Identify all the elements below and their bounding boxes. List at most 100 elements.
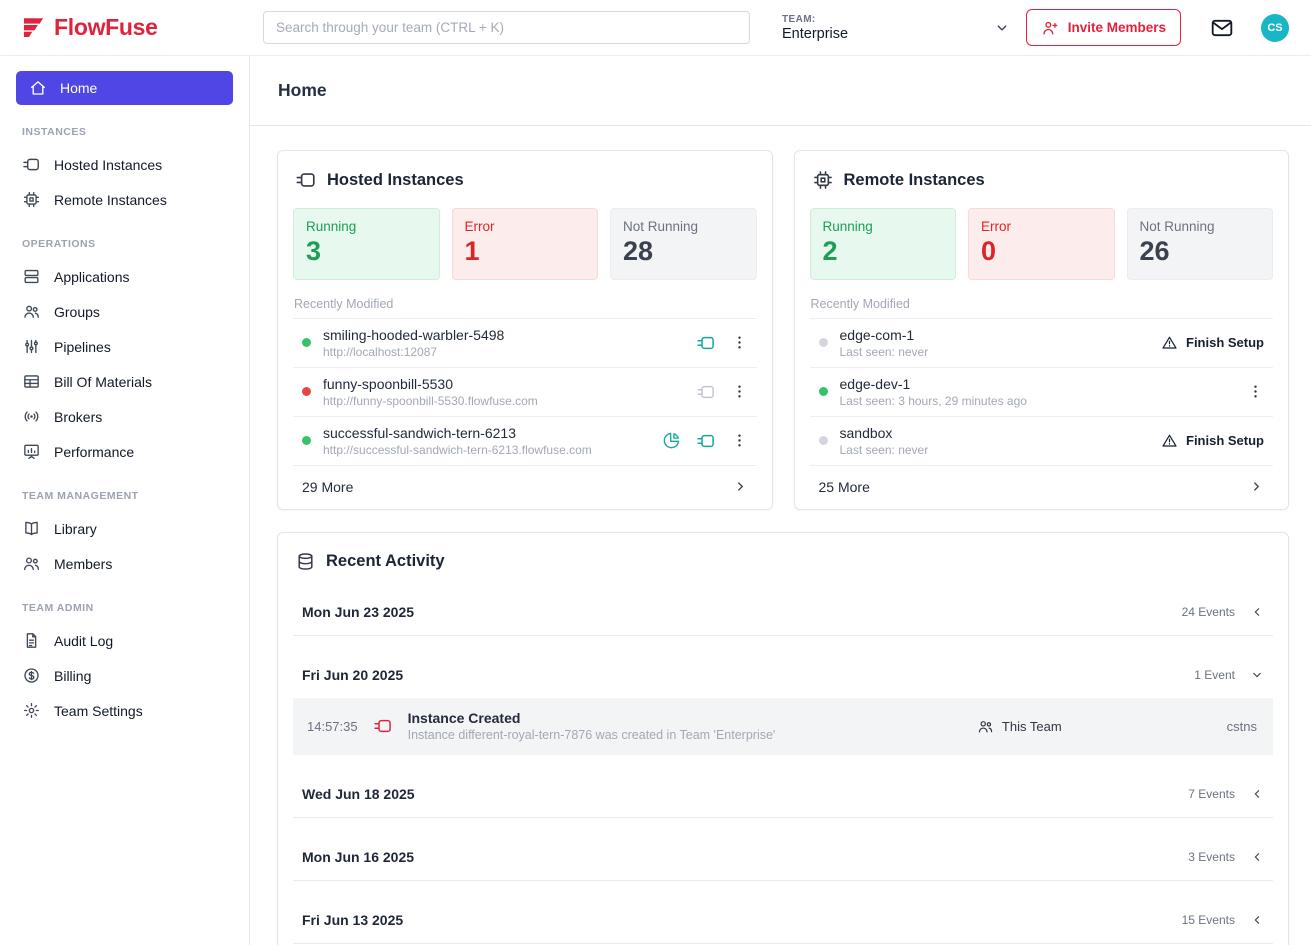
instance-row[interactable]: funny-spoonbill-5530 http://funny-spoonb…	[293, 368, 757, 417]
instance-url: http://successful-sandwich-tern-6213.flo…	[323, 442, 592, 457]
chevron-left-icon	[1250, 913, 1264, 927]
flowfuse-logo-text: FlowFuse	[54, 14, 158, 40]
instance-name: edge-com-1	[839, 326, 915, 343]
sidebar-item-library[interactable]: Library	[0, 511, 249, 546]
hosted-card-header: Hosted Instances	[295, 169, 755, 191]
activity-group-meta: 15 Events	[1182, 913, 1264, 927]
flowfuse-logo-icon	[23, 18, 44, 37]
remote-instances-list: edge-com-1 Last seen: never Finish Setup…	[809, 317, 1273, 466]
activity-group: Fri Jun 13 2025 15 Events	[293, 897, 1273, 944]
more-label: 29 More	[302, 478, 354, 495]
remote-stat-error[interactable]: Error 0	[968, 208, 1115, 280]
home-icon	[29, 79, 47, 97]
activity-group: Mon Jun 16 2025 3 Events	[293, 834, 1273, 881]
sidebar-section-instances: INSTANCES	[22, 126, 87, 138]
sidebar-item-label: Applications	[54, 268, 130, 285]
team-name: Enterprise	[782, 25, 849, 42]
applications-icon	[22, 267, 41, 286]
sidebar-item-label: Billing	[54, 667, 92, 684]
stat-label: Running	[306, 219, 357, 234]
team-search-input[interactable]	[263, 11, 750, 44]
status-dot-running	[302, 338, 311, 348]
activity-group-header[interactable]: Fri Jun 13 2025 15 Events	[293, 897, 1273, 944]
activity-group-header[interactable]: Mon Jun 16 2025 3 Events	[293, 834, 1273, 881]
instance-row[interactable]: edge-com-1 Last seen: never Finish Setup	[809, 319, 1273, 368]
remote-stat-running[interactable]: Running 2	[809, 208, 956, 280]
card-title: Remote Instances	[843, 170, 985, 189]
open-dashboard-icon[interactable]	[662, 431, 681, 450]
sidebar-item-team-settings[interactable]: Team Settings	[0, 693, 249, 728]
database-icon	[295, 551, 316, 572]
hosted-stat-running[interactable]: Running 3	[293, 208, 440, 280]
activity-event-count: 15 Events	[1181, 912, 1235, 927]
hosted-stat-error[interactable]: Error 1	[451, 208, 598, 280]
instance-created-icon	[373, 716, 393, 736]
status-dot-not-running	[818, 338, 828, 348]
open-editor-icon[interactable]	[696, 333, 716, 353]
sidebar-item-members[interactable]: Members	[0, 546, 249, 581]
event-description: Instance different-royal-tern-7876 was c…	[407, 728, 776, 743]
sidebar-item-audit-log[interactable]: Audit Log	[0, 623, 249, 658]
activity-group-header[interactable]: Wed Jun 18 2025 7 Events	[293, 771, 1273, 818]
instance-last-seen: Last seen: never	[839, 344, 929, 359]
recently-modified-label: Recently Modified	[294, 296, 394, 311]
status-dot-error	[302, 387, 311, 397]
sidebar-item-label: Hosted Instances	[54, 156, 163, 173]
event-time: 14:57:35	[307, 718, 358, 734]
sidebar-item-performance[interactable]: Performance	[0, 434, 249, 469]
kebab-menu-icon[interactable]	[731, 334, 748, 351]
instance-info: successful-sandwich-tern-6213 http://suc…	[323, 425, 650, 457]
avatar[interactable]: CS	[1261, 13, 1289, 42]
activity-group-header[interactable]: Mon Jun 23 2025 24 Events	[293, 589, 1273, 636]
hosted-instances-icon	[22, 155, 41, 174]
instance-url: http://localhost:12087	[323, 344, 438, 359]
sidebar-item-pipelines[interactable]: Pipelines	[0, 329, 249, 364]
kebab-menu-icon[interactable]	[731, 383, 748, 400]
recently-modified-label: Recently Modified	[810, 296, 910, 311]
team-selector[interactable]: TEAM: Enterprise	[782, 14, 1010, 42]
sidebar-item-hosted-instances[interactable]: Hosted Instances	[0, 147, 249, 182]
chevron-right-icon	[733, 479, 748, 494]
sidebar-item-home[interactable]: Home	[16, 71, 233, 105]
remote-stat-not-running[interactable]: Not Running 26	[1126, 208, 1273, 280]
stat-value: 28	[623, 236, 654, 266]
instance-name: sandbox	[839, 424, 893, 441]
sidebar-item-label: Bill Of Materials	[54, 373, 153, 390]
recent-activity-card: Recent Activity Mon Jun 23 2025 24 Event…	[277, 531, 1289, 945]
activity-group-meta: 7 Events	[1188, 787, 1264, 801]
instance-row[interactable]: successful-sandwich-tern-6213 http://suc…	[293, 417, 757, 466]
notifications-button[interactable]	[1207, 13, 1237, 43]
sidebar-item-label: Groups	[54, 303, 100, 320]
hosted-stats: Running 3 Error 1 Not Running 28	[293, 208, 757, 280]
warning-icon	[1161, 432, 1178, 449]
stat-label: Running	[822, 219, 873, 234]
activity-group-header[interactable]: Fri Jun 20 2025 1 Event	[293, 652, 1273, 698]
sidebar-item-billing[interactable]: Billing	[0, 658, 249, 693]
instance-name: successful-sandwich-tern-6213	[323, 424, 516, 441]
instance-info: sandbox Last seen: never	[840, 425, 1150, 457]
sidebar-item-applications[interactable]: Applications	[0, 259, 249, 294]
flowfuse-logo[interactable]: FlowFuse	[0, 14, 250, 41]
instance-row[interactable]: edge-dev-1 Last seen: 3 hours, 29 minute…	[809, 368, 1273, 417]
instance-name: smiling-hooded-warbler-5498	[323, 326, 505, 343]
activity-date: Mon Jun 23 2025	[302, 603, 415, 620]
team-icon	[977, 718, 994, 735]
instance-row[interactable]: sandbox Last seen: never Finish Setup	[809, 417, 1273, 466]
instance-url: http://funny-spoonbill-5530.flowfuse.com	[323, 393, 538, 408]
top-header: FlowFuse TEAM: Enterprise Invite Members…	[0, 0, 1311, 56]
finish-setup-button[interactable]: Finish Setup	[1161, 334, 1264, 351]
sidebar-item-bill-of-materials[interactable]: Bill Of Materials	[0, 364, 249, 399]
remote-more-row[interactable]: 25 More	[810, 466, 1274, 509]
sidebar-item-remote-instances[interactable]: Remote Instances	[0, 182, 249, 217]
hosted-more-row[interactable]: 29 More	[293, 466, 757, 509]
kebab-menu-icon[interactable]	[731, 432, 748, 449]
hosted-stat-not-running[interactable]: Not Running 28	[610, 208, 757, 280]
sidebar-item-groups[interactable]: Groups	[0, 294, 249, 329]
finish-setup-button[interactable]: Finish Setup	[1161, 432, 1264, 449]
instance-row[interactable]: smiling-hooded-warbler-5498 http://local…	[293, 319, 757, 368]
kebab-menu-icon[interactable]	[1247, 383, 1264, 400]
bill-of-materials-icon	[22, 372, 41, 391]
invite-members-button[interactable]: Invite Members	[1025, 9, 1181, 46]
open-editor-icon[interactable]	[696, 431, 716, 451]
sidebar-item-brokers[interactable]: Brokers	[0, 399, 249, 434]
